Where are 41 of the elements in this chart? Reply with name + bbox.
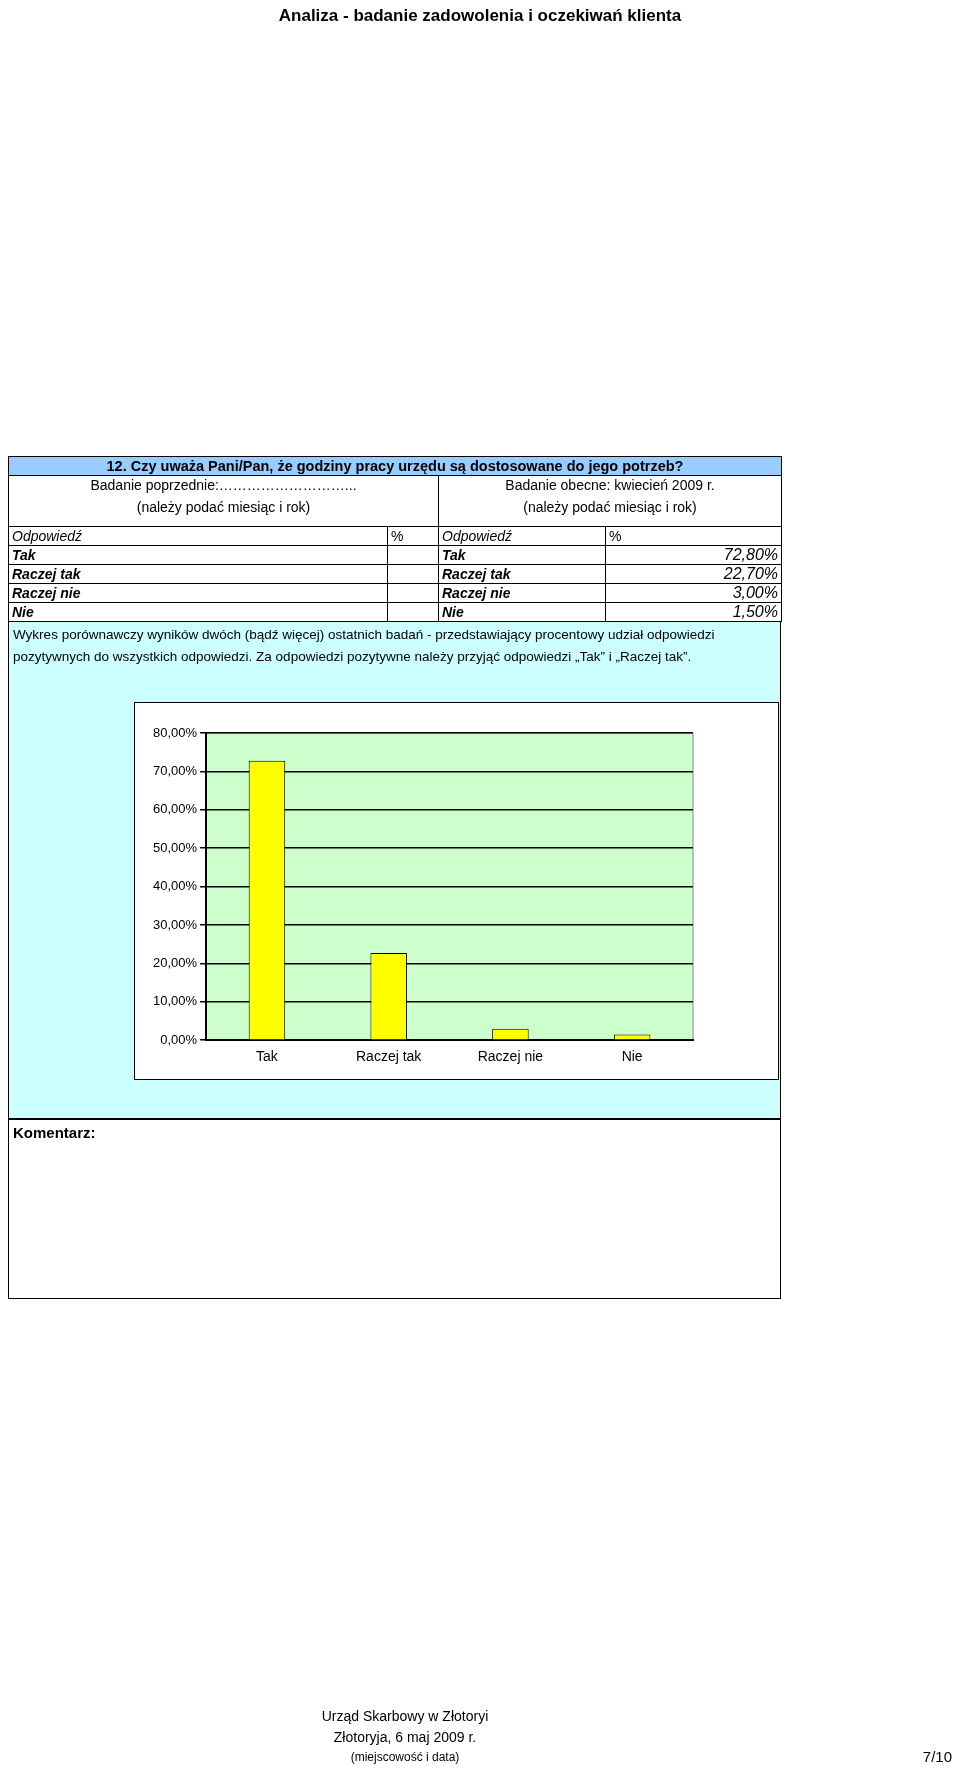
y-tick-label: 80,00%: [153, 724, 198, 740]
x-tick-label: Raczej nie: [477, 1048, 544, 1065]
text: 3,00%: [605, 583, 782, 603]
y-tick-label: 40,00%: [153, 878, 198, 894]
text: Nie: [442, 604, 464, 620]
text: Nie: [8, 602, 388, 622]
text: 72,80%: [605, 545, 782, 565]
y-tick-label: 60,00%: [153, 801, 198, 817]
text: Złotoryja, 6 maj 2009 r.: [332, 1729, 478, 1745]
text: 7/10: [922, 1748, 952, 1765]
text: Badanie poprzednie:………………………...: [89, 476, 358, 494]
x-tick-label: Nie: [621, 1048, 643, 1065]
text: Urząd Skarbowy w Złotoryi: [320, 1708, 490, 1724]
y-tick-label: 10,00%: [153, 993, 198, 1009]
text: Raczej nie: [8, 583, 388, 603]
y-tick-label: 30,00%: [153, 916, 198, 932]
text: Wykres porównawczy wyników dwóch (bądź więcej) ostatnich badań - przedstawiający procentowy udział odpowiedzi pozytywnych do wszystkich odpowiedzi. Za odpowiedzi pozytywne należy przyjąć odpowiedzi „Tak” i „Raczej tak”.: [13, 626, 716, 666]
text: (należy podać miesiąc i rok): [135, 498, 312, 516]
text: Raczej tak: [442, 566, 511, 582]
text: Tak: [8, 545, 388, 565]
y-tick-label: 70,00%: [153, 762, 198, 778]
text: %: [387, 526, 439, 546]
text: Odpowiedź: [8, 526, 388, 546]
text: Odpowiedź: [442, 528, 513, 544]
x-tick-label: Raczej tak: [356, 1048, 423, 1065]
text: Komentarz:: [13, 1124, 96, 1141]
text: (miejscowość i data): [349, 1750, 461, 1764]
text: Raczej nie: [442, 585, 511, 601]
y-tick-label: 0,00%: [160, 1031, 198, 1047]
text: Badanie obecne: kwiecień 2009 r.: [504, 476, 716, 494]
y-tick-label: 20,00%: [153, 954, 198, 970]
x-tick-label: Tak: [256, 1048, 279, 1065]
text: 1,50%: [605, 602, 782, 622]
y-tick-label: 50,00%: [153, 839, 198, 855]
text: Raczej tak: [8, 564, 388, 584]
text: (należy podać miesiąc i rok): [522, 498, 698, 516]
text: Analiza - badanie zadowolenia i oczekiwań klienta: [277, 6, 683, 26]
text: 22,70%: [605, 564, 782, 584]
text: %: [609, 528, 622, 544]
text: Tak: [442, 547, 466, 563]
text: 12. Czy uważa Pani/Pan, że godziny pracy urzędu są dostosowane do jego potrzeb?: [8, 456, 782, 476]
